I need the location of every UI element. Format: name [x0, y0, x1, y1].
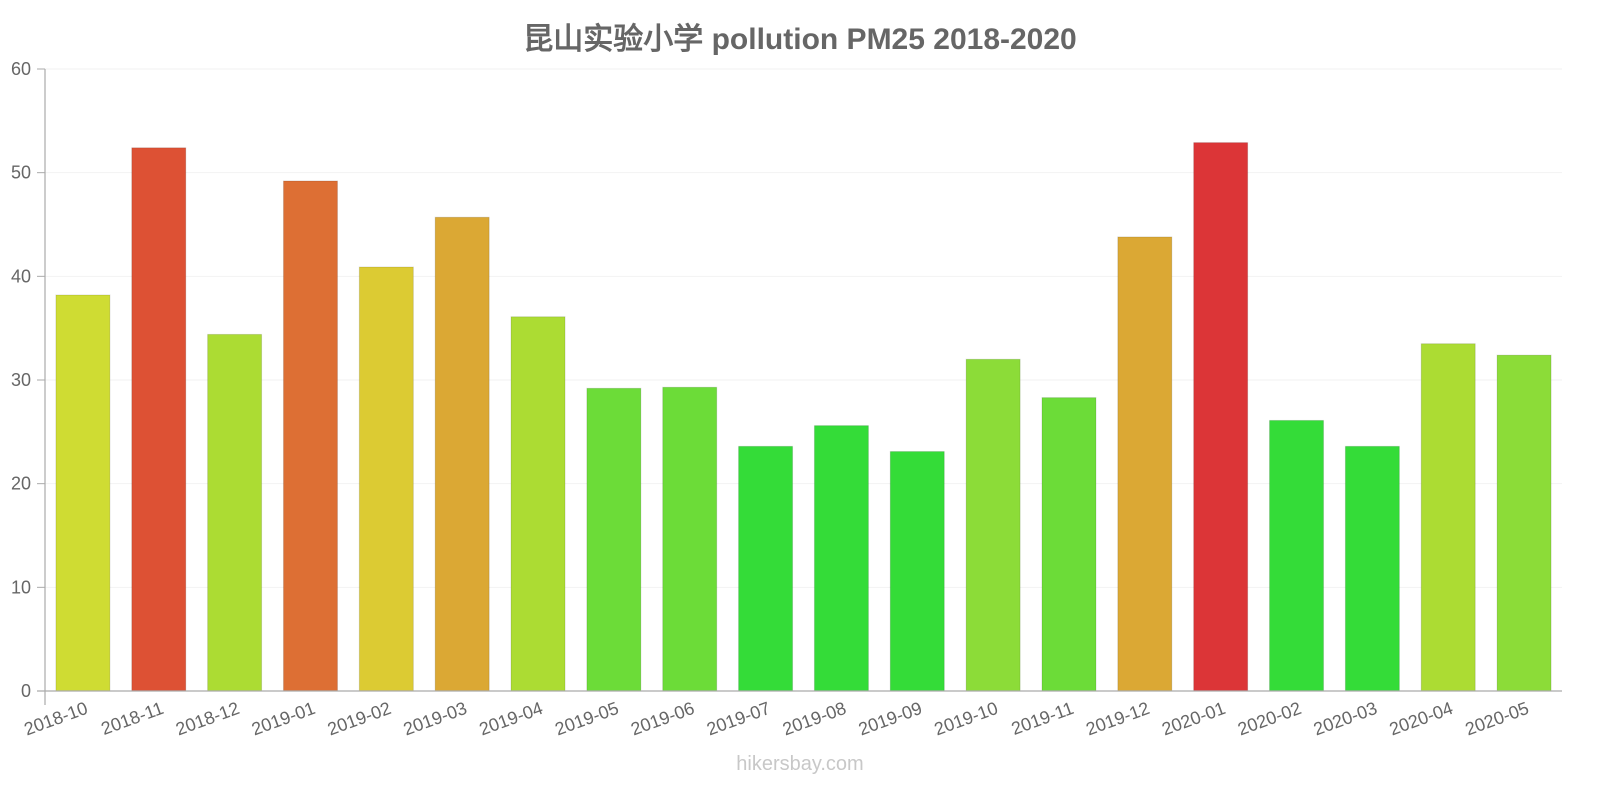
gridlines — [45, 68, 1562, 588]
x-tick-label: 2019-02 — [325, 698, 394, 739]
x-tick-label: 2018-12 — [173, 698, 242, 739]
x-tick-label: 2019-06 — [628, 698, 697, 739]
x-tick-label: 2019-09 — [856, 698, 925, 739]
x-tick-label: 2020-01 — [1159, 698, 1228, 739]
x-tick-label: 2020-02 — [1235, 698, 1304, 739]
bar-2018-10 — [55, 294, 111, 692]
x-tick-label: 2020-03 — [1311, 698, 1380, 739]
x-tick-label: 2018-10 — [21, 698, 90, 739]
x-tick-label: 2019-01 — [249, 698, 318, 739]
bar-2019-10 — [965, 358, 1021, 692]
bar-2019-09 — [889, 451, 945, 692]
x-tick-label: 2019-04 — [476, 698, 545, 739]
bar-2019-05 — [586, 387, 642, 692]
watermark: hikersbay.com — [736, 753, 864, 775]
bar-2020-05 — [1496, 354, 1552, 692]
x-tick-label: 2019-03 — [401, 698, 470, 739]
y-tick-label: 40 — [11, 266, 31, 286]
bar-2019-08 — [813, 425, 869, 692]
bar-2019-07 — [738, 445, 794, 692]
y-tick-label: 60 — [11, 59, 31, 79]
x-tick-label: 2019-10 — [932, 698, 1001, 739]
y-axis-ticks: 0 10 20 30 40 50 60 — [11, 59, 45, 701]
bar-2018-11 — [131, 147, 187, 692]
bar-2019-06 — [662, 386, 718, 692]
y-tick-label: 30 — [11, 370, 31, 390]
x-tick-label: 2018-11 — [98, 698, 166, 739]
y-tick-label: 50 — [11, 163, 31, 183]
y-tick-label: 10 — [11, 577, 31, 597]
x-tick-label: 2020-05 — [1463, 698, 1532, 739]
bars — [55, 142, 1552, 692]
bar-2019-12 — [1117, 236, 1173, 692]
bar-2020-02 — [1269, 419, 1325, 692]
axes — [37, 69, 1562, 705]
x-tick-label: 2019-12 — [1083, 698, 1152, 739]
bar-2020-04 — [1420, 343, 1476, 692]
x-tick-label: 2019-05 — [552, 698, 621, 739]
bar-2019-11 — [1041, 397, 1097, 692]
y-tick-label: 0 — [21, 681, 31, 701]
y-tick-label: 20 — [11, 474, 31, 494]
bar-2018-12 — [207, 333, 263, 692]
bar-2019-04 — [510, 316, 566, 692]
x-tick-label: 2020-04 — [1387, 698, 1456, 739]
bar-2020-01 — [1193, 142, 1249, 692]
x-tick-label: 2019-11 — [1009, 698, 1077, 739]
x-tick-label: 2019-07 — [704, 698, 773, 739]
bar-2019-03 — [434, 216, 490, 692]
x-axis-ticks: 2018-10 2018-11 2018-12 2019-01 2019-02 2019-… — [21, 698, 1531, 739]
x-tick-label: 2019-08 — [780, 698, 849, 739]
bar-2019-02 — [358, 266, 414, 692]
bar-2020-03 — [1344, 445, 1400, 692]
bar-2019-01 — [282, 180, 338, 692]
chart-title: 昆山实验小学 pollution PM25 2018-2020 — [523, 23, 1077, 56]
